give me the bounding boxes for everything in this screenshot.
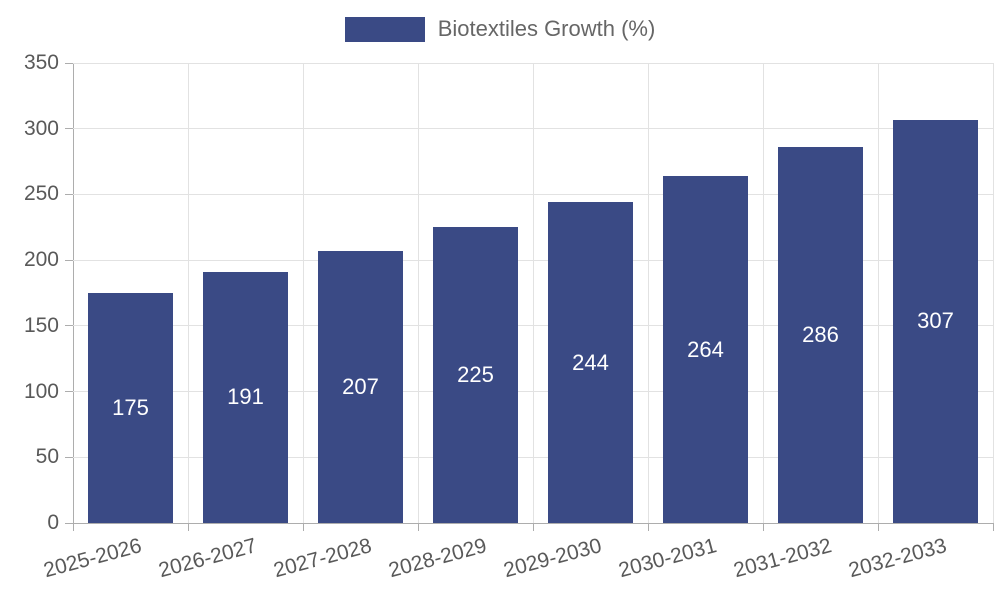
y-tick-label: 350 <box>23 51 59 74</box>
v-gridline <box>417 63 419 523</box>
y-tick-mark <box>65 456 73 458</box>
v-gridline <box>877 63 879 523</box>
x-tick-mark <box>417 523 419 531</box>
bar[interactable]: 175 <box>88 293 173 523</box>
bar[interactable]: 191 <box>203 271 288 523</box>
y-tick-mark <box>65 325 73 327</box>
bar[interactable]: 264 <box>663 176 748 523</box>
x-tick-mark <box>877 523 879 531</box>
y-tick-mark <box>65 391 73 393</box>
x-tick-mark <box>762 523 764 531</box>
y-tick-mark <box>65 522 73 524</box>
plot-area: 0 50 100 150 200 250 300 350 175 2025-2026 191 2026… <box>24 52 994 582</box>
y-tick-mark <box>65 62 73 64</box>
y-tick-label: 100 <box>23 379 59 403</box>
x-tick-mark <box>532 523 534 531</box>
x-tick-mark <box>302 523 304 531</box>
v-gridline <box>647 63 649 523</box>
v-gridline <box>532 63 534 523</box>
bar[interactable]: 207 <box>318 250 403 523</box>
legend-swatch <box>344 16 425 42</box>
x-tick-mark <box>647 523 649 531</box>
y-tick-label: 0 <box>47 511 59 534</box>
bar-value-label: 264 <box>687 336 724 362</box>
y-tick-mark <box>65 193 73 195</box>
v-gridline <box>187 63 189 523</box>
y-axis-line <box>73 63 74 523</box>
x-tick-mark <box>187 523 189 531</box>
x-tick-label: 2031-2032 <box>731 534 835 583</box>
y-tick-mark <box>65 259 73 261</box>
x-tick-label: 2030-2031 <box>616 534 720 583</box>
x-tick-label: 2026-2027 <box>156 534 260 583</box>
legend-label: Biotextiles Growth (%) <box>437 16 656 41</box>
bar-value-label: 207 <box>342 373 379 399</box>
v-gridline <box>302 63 304 523</box>
bar-value-label: 244 <box>572 349 609 375</box>
x-tick-label: 2028-2029 <box>386 534 490 583</box>
y-tick-label: 250 <box>23 182 59 206</box>
x-tick-mark <box>72 523 74 531</box>
bar-value-label: 307 <box>917 308 954 334</box>
bar[interactable]: 244 <box>548 202 633 523</box>
x-tick-mark <box>992 523 994 531</box>
v-gridline <box>762 63 764 523</box>
y-tick-label: 50 <box>35 445 59 469</box>
x-tick-label: 2027-2028 <box>271 534 375 583</box>
y-tick-label: 150 <box>23 313 59 337</box>
bar-value-label: 225 <box>457 362 494 388</box>
y-tick-label: 300 <box>23 116 59 140</box>
v-gridline <box>992 63 994 523</box>
bar[interactable]: 307 <box>893 119 978 523</box>
bar[interactable]: 286 <box>778 147 863 523</box>
bar[interactable]: 225 <box>433 227 518 523</box>
x-tick-label: 2029-2030 <box>501 534 605 583</box>
legend[interactable]: Biotextiles Growth (%) <box>0 16 1000 42</box>
x-tick-label: 2025-2026 <box>41 534 145 583</box>
bar-value-label: 191 <box>227 384 264 410</box>
x-tick-label: 2032-2033 <box>846 534 950 583</box>
y-tick-mark <box>65 128 73 130</box>
y-tick-label: 200 <box>23 248 59 272</box>
bar-value-label: 175 <box>112 395 149 420</box>
bar-value-label: 286 <box>802 322 839 348</box>
